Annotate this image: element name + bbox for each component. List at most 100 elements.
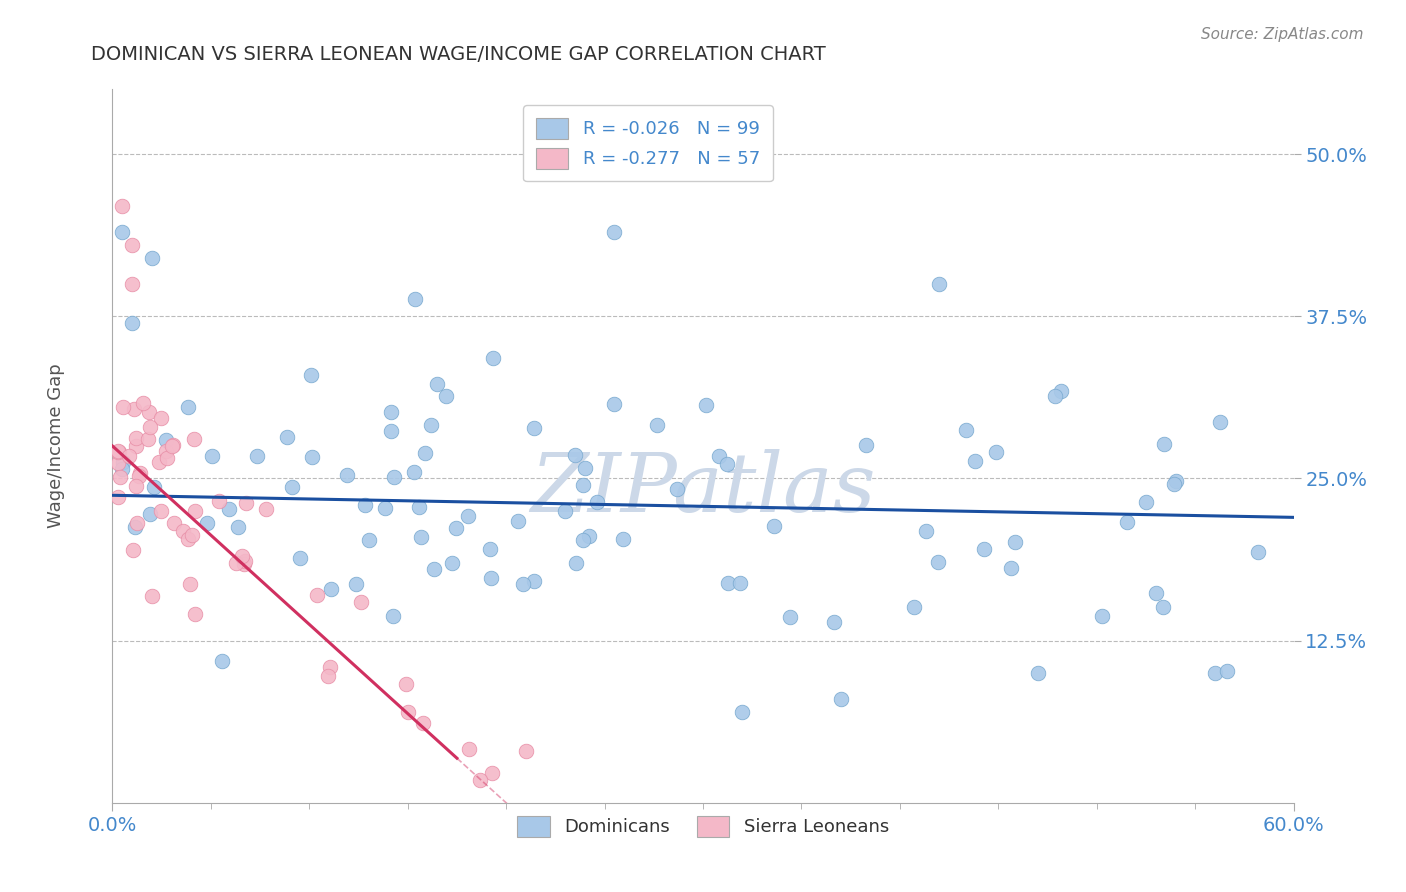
Point	[1164, 474, 1187, 488]
Point	[172, 524, 194, 538]
Point	[125, 431, 148, 445]
Point	[111, 199, 134, 213]
Point	[1090, 609, 1112, 624]
Point	[231, 549, 253, 564]
Point	[395, 677, 418, 691]
Point	[111, 225, 134, 239]
Point	[301, 450, 323, 464]
Point	[1049, 384, 1071, 398]
Point	[1216, 664, 1239, 678]
Point	[479, 571, 502, 585]
Point	[695, 398, 717, 412]
Point	[142, 480, 165, 494]
Point	[1004, 535, 1026, 549]
Point	[915, 524, 938, 538]
Point	[731, 705, 754, 719]
Point	[963, 453, 986, 467]
Point	[124, 402, 146, 417]
Point	[382, 608, 405, 623]
Legend: Dominicans, Sierra Leoneans: Dominicans, Sierra Leoneans	[510, 808, 896, 844]
Point	[506, 514, 529, 528]
Point	[779, 609, 801, 624]
Point	[138, 405, 160, 419]
Point	[380, 404, 402, 418]
Point	[1135, 495, 1157, 509]
Point	[336, 467, 359, 482]
Point	[179, 577, 201, 591]
Point	[132, 396, 155, 410]
Point	[350, 595, 373, 609]
Point	[441, 556, 464, 570]
Point	[319, 660, 342, 674]
Point	[160, 439, 183, 453]
Point	[645, 418, 668, 433]
Point	[107, 443, 129, 458]
Point	[574, 461, 596, 475]
Point	[183, 432, 205, 446]
Point	[124, 520, 146, 534]
Point	[121, 238, 143, 252]
Point	[118, 449, 141, 463]
Point	[181, 528, 204, 542]
Point	[1115, 515, 1137, 529]
Point	[184, 607, 207, 622]
Point	[233, 557, 256, 571]
Point	[578, 528, 600, 542]
Point	[481, 351, 503, 365]
Point	[235, 496, 257, 510]
Point	[218, 502, 240, 516]
Point	[107, 490, 129, 504]
Point	[481, 766, 503, 780]
Point	[457, 509, 479, 524]
Point	[111, 400, 134, 414]
Point	[665, 482, 688, 496]
Point	[444, 521, 467, 535]
Point	[128, 469, 150, 483]
Point	[1209, 415, 1232, 429]
Point	[1043, 389, 1066, 403]
Point	[163, 516, 186, 530]
Point	[177, 532, 200, 546]
Point	[354, 498, 377, 512]
Point	[404, 292, 426, 306]
Point	[344, 577, 367, 591]
Point	[225, 556, 247, 570]
Point	[319, 582, 342, 597]
Point	[125, 478, 148, 492]
Point	[515, 744, 537, 758]
Point	[903, 600, 925, 615]
Point	[409, 530, 432, 544]
Point	[612, 533, 634, 547]
Point	[139, 507, 162, 521]
Point	[457, 741, 479, 756]
Point	[426, 376, 449, 391]
Point	[434, 389, 457, 403]
Point	[412, 715, 434, 730]
Point	[246, 450, 269, 464]
Point	[111, 462, 134, 476]
Point	[121, 277, 143, 291]
Point	[121, 316, 143, 330]
Point	[148, 454, 170, 468]
Point	[717, 576, 740, 591]
Point	[288, 551, 311, 566]
Point	[928, 277, 950, 291]
Point	[1246, 544, 1268, 558]
Point	[419, 418, 441, 433]
Point	[208, 493, 231, 508]
Point	[233, 554, 256, 568]
Point	[107, 445, 129, 459]
Point	[226, 520, 249, 534]
Text: Wage/Income Gap: Wage/Income Gap	[48, 364, 65, 528]
Point	[122, 543, 145, 558]
Point	[107, 456, 129, 470]
Point	[762, 518, 785, 533]
Point	[162, 438, 184, 452]
Point	[254, 502, 277, 516]
Point	[305, 588, 328, 602]
Point	[564, 448, 586, 462]
Point	[141, 251, 163, 265]
Point	[728, 576, 751, 591]
Point	[572, 533, 595, 548]
Point	[1204, 666, 1226, 681]
